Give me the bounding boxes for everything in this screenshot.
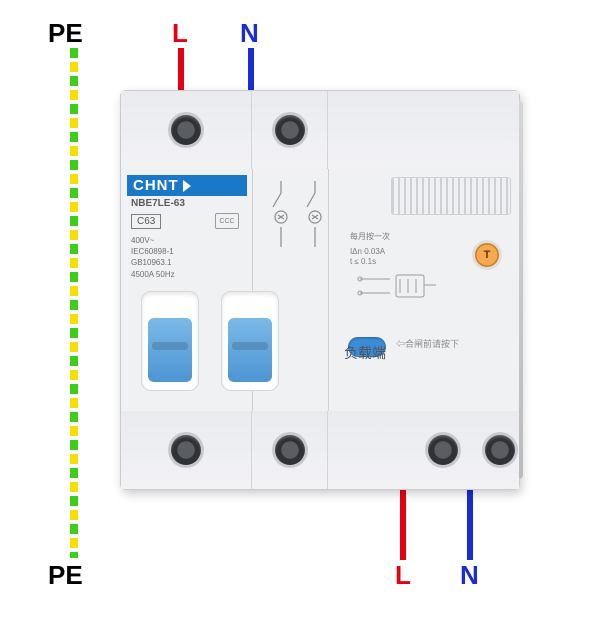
spec-line: IEC60898-1 xyxy=(131,246,243,257)
toggle-lever-2[interactable] xyxy=(228,318,272,382)
spec-line: GB10963.1 xyxy=(131,257,243,268)
nameplate-panel: CHNT NBE7LE-63 C63 CCC 400V~ IEC60898-1 … xyxy=(127,175,247,280)
label-N-bottom: N xyxy=(460,560,479,591)
ccc-mark: CCC xyxy=(215,213,239,229)
terminal-bottom-load-N xyxy=(485,435,515,465)
toggle-lever-1[interactable] xyxy=(148,318,192,382)
pe-earth-line xyxy=(70,48,78,558)
rcd-spec-line: IΔn 0.03A xyxy=(350,247,385,257)
label-PE-top: PE xyxy=(48,18,83,49)
bottom-terminal-row xyxy=(121,411,519,489)
label-N-top: N xyxy=(240,18,259,49)
spec-line: 400V~ xyxy=(131,235,243,246)
breaker-face: CHNT NBE7LE-63 C63 CCC 400V~ IEC60898-1 … xyxy=(121,169,519,411)
monthly-test-label: 每月按一次 xyxy=(350,231,390,242)
label-PE-bottom: PE xyxy=(48,560,83,591)
terminal-bottom-load-L xyxy=(428,435,458,465)
reclose-hint: ⇦合闸前请按下 xyxy=(396,337,459,350)
vent-grille xyxy=(391,177,511,215)
spec-lines: 400V~ IEC60898-1 GB10963.1 4500A 50Hz xyxy=(127,231,247,280)
rating-box: C63 xyxy=(131,214,161,229)
spec-line: 4500A 50Hz xyxy=(131,269,243,280)
load-side-label: 负载端 xyxy=(344,346,386,361)
lever-slot-2 xyxy=(221,291,279,391)
terminal-top-N xyxy=(275,115,305,145)
brand-bar: CHNT xyxy=(127,175,247,196)
test-button[interactable]: T xyxy=(475,243,499,267)
brand-arrow-icon xyxy=(183,180,191,192)
model-text: NBE7LE-63 xyxy=(127,196,247,211)
top-terminal-row xyxy=(121,91,519,169)
terminal-top-L xyxy=(171,115,201,145)
label-L-bottom: L xyxy=(395,560,411,591)
rcbo-breaker-device: CHNT NBE7LE-63 C63 CCC 400V~ IEC60898-1 … xyxy=(120,90,520,490)
brand-text: CHNT xyxy=(133,177,179,194)
rcd-schematic-icon xyxy=(350,265,440,315)
lever-slot-1 xyxy=(141,291,199,391)
label-L-top: L xyxy=(172,18,188,49)
terminal-bottom-2 xyxy=(275,435,305,465)
terminal-bottom-1 xyxy=(171,435,201,465)
rcd-module: 每月按一次 IΔn 0.03A t ≤ 0.1s T ⇦合闸前请按下 负载 xyxy=(328,169,519,411)
